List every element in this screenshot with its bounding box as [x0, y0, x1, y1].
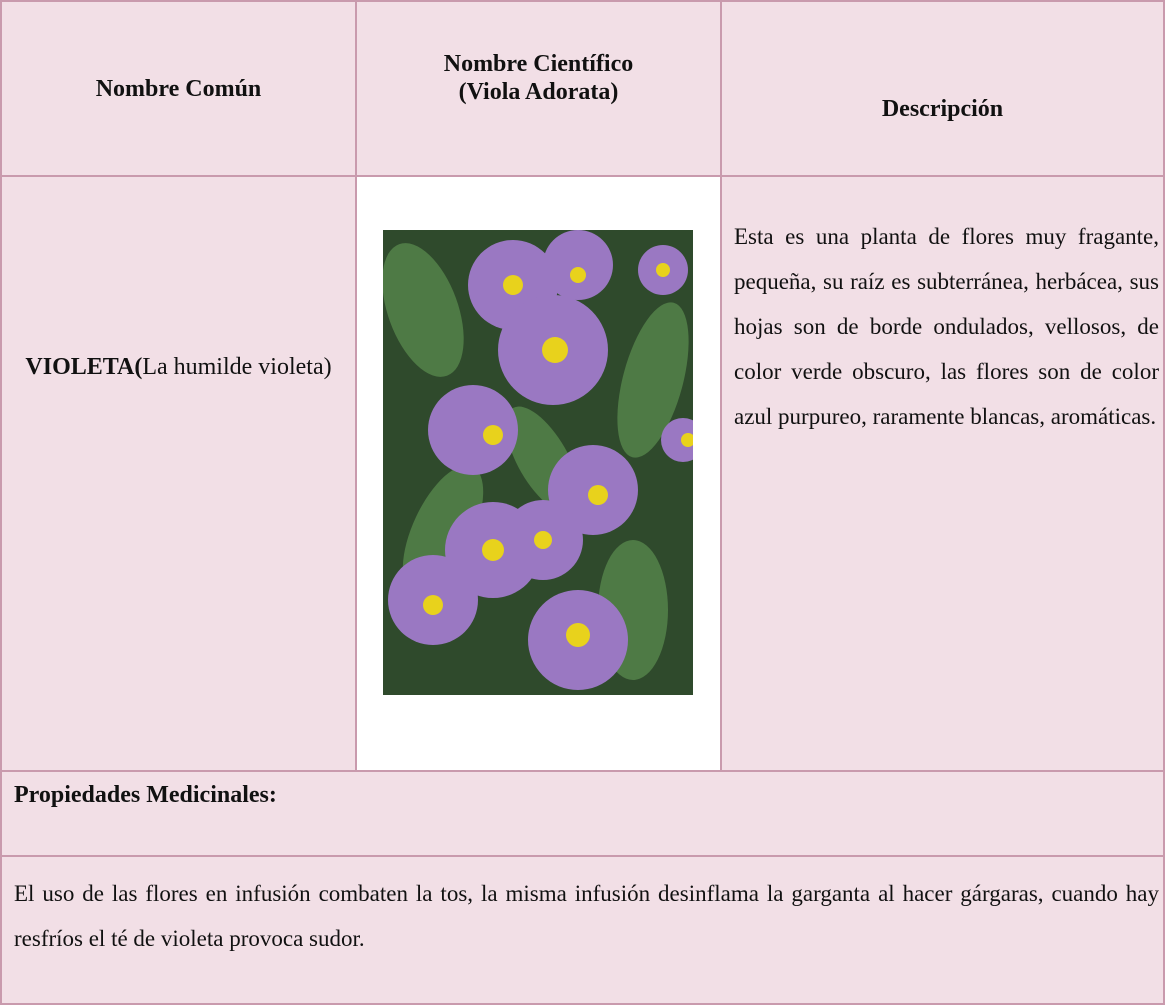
header-cell: Nombre Común: [0, 0, 357, 177]
description-cell: Esta es una planta de flores muy fragant…: [720, 175, 1165, 772]
header-text: Nombre Científico: [443, 51, 634, 77]
properties-title-cell: Propiedades Medicinales:: [0, 770, 1165, 857]
plant-name-bold: VIOLETA(: [25, 354, 143, 380]
properties-text: El uso de las flores en infusión combate…: [14, 881, 1159, 951]
plant-name: La humilde violeta): [142, 354, 332, 380]
flower-image: [383, 230, 693, 695]
name-cell: VIOLETA(La humilde violeta): [0, 175, 357, 772]
properties-cell: El uso de las flores en infusión combate…: [0, 855, 1165, 1005]
header-text: Nombre Común: [95, 75, 262, 102]
header-cell: Nombre Científico (Viola Adorata): [355, 0, 722, 177]
header-text: Descripción: [881, 95, 1004, 122]
header-text: (Viola Adorata): [458, 79, 619, 105]
description: Esta es una planta de flores muy fragant…: [734, 224, 1159, 429]
header-cell: Descripción: [720, 0, 1165, 177]
properties-title: Propiedades Medicinales:: [14, 782, 277, 808]
image-cell: [355, 175, 722, 772]
